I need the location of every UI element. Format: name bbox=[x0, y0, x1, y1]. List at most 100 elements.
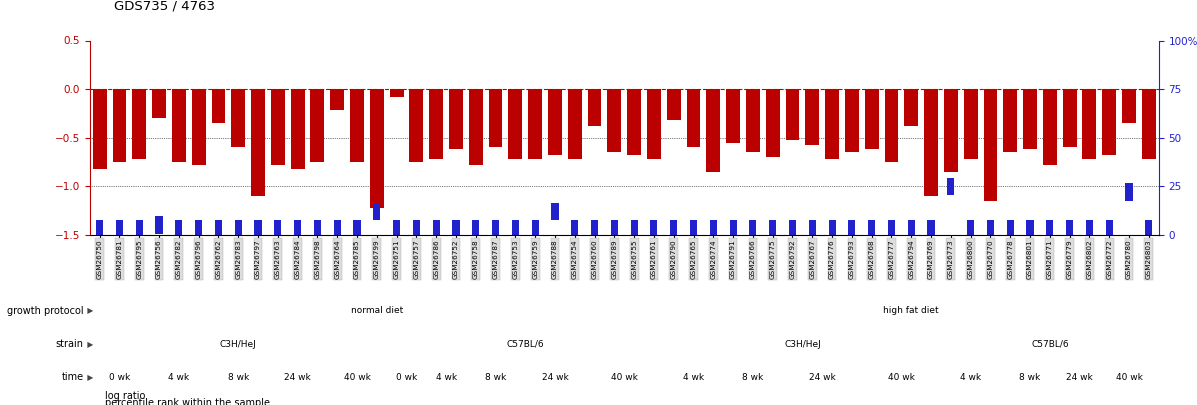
Bar bbox=[294, 220, 302, 238]
Bar bbox=[947, 177, 954, 195]
Bar bbox=[1027, 220, 1033, 238]
Text: log ratio: log ratio bbox=[105, 391, 146, 401]
Bar bbox=[984, 89, 997, 201]
Bar bbox=[571, 220, 578, 238]
Bar bbox=[627, 89, 642, 155]
Bar bbox=[904, 89, 918, 126]
Bar bbox=[864, 89, 879, 149]
Bar bbox=[588, 89, 601, 126]
Bar bbox=[192, 89, 206, 165]
Text: C3H/HeJ: C3H/HeJ bbox=[784, 339, 821, 349]
Bar bbox=[746, 89, 760, 152]
Bar bbox=[509, 89, 522, 159]
Bar bbox=[469, 89, 482, 165]
Bar bbox=[449, 89, 463, 149]
Bar bbox=[907, 220, 915, 238]
Bar bbox=[785, 89, 800, 140]
Bar bbox=[1086, 220, 1093, 238]
Bar bbox=[729, 220, 736, 238]
Text: 4 wk: 4 wk bbox=[169, 373, 189, 382]
Bar bbox=[924, 89, 938, 196]
Bar bbox=[667, 89, 681, 120]
Bar bbox=[353, 220, 360, 238]
Bar bbox=[1063, 89, 1076, 147]
Bar bbox=[1007, 220, 1014, 238]
Bar bbox=[1003, 89, 1017, 152]
Bar bbox=[370, 89, 384, 208]
Bar bbox=[350, 89, 364, 162]
Bar bbox=[231, 89, 245, 147]
Text: 4 wk: 4 wk bbox=[960, 373, 982, 382]
Bar bbox=[888, 220, 895, 238]
Bar bbox=[770, 220, 777, 238]
Text: 40 wk: 40 wk bbox=[1116, 373, 1142, 382]
Bar bbox=[727, 89, 740, 143]
Bar bbox=[113, 89, 127, 162]
Bar bbox=[492, 220, 499, 238]
Bar bbox=[825, 89, 839, 159]
Text: 8 wk: 8 wk bbox=[1020, 373, 1040, 382]
Bar bbox=[828, 220, 836, 238]
Bar bbox=[195, 220, 202, 238]
Text: ▶: ▶ bbox=[85, 373, 93, 382]
Text: 8 wk: 8 wk bbox=[485, 373, 506, 382]
Text: 0 wk: 0 wk bbox=[109, 373, 130, 382]
Bar bbox=[687, 89, 700, 147]
Text: ▶: ▶ bbox=[85, 307, 93, 315]
Bar bbox=[806, 89, 819, 145]
Bar bbox=[986, 220, 994, 238]
Bar bbox=[135, 220, 142, 238]
Bar bbox=[885, 89, 899, 162]
Text: 40 wk: 40 wk bbox=[344, 373, 370, 382]
Text: 40 wk: 40 wk bbox=[888, 373, 915, 382]
Text: growth protocol: growth protocol bbox=[7, 306, 84, 316]
Bar bbox=[409, 89, 424, 162]
Bar bbox=[1067, 220, 1074, 238]
Bar bbox=[845, 89, 858, 152]
Bar bbox=[156, 216, 163, 234]
Bar bbox=[330, 89, 345, 111]
Bar bbox=[809, 220, 816, 238]
Bar bbox=[648, 89, 661, 159]
Bar bbox=[133, 89, 146, 159]
Text: high fat diet: high fat diet bbox=[883, 307, 940, 315]
Bar bbox=[175, 220, 182, 238]
Text: C57BL/6: C57BL/6 bbox=[506, 339, 545, 349]
Text: GDS735 / 4763: GDS735 / 4763 bbox=[114, 0, 214, 12]
Bar bbox=[212, 89, 225, 123]
Bar bbox=[235, 220, 242, 238]
Text: time: time bbox=[62, 372, 84, 382]
Bar bbox=[928, 220, 935, 238]
Bar bbox=[552, 203, 559, 220]
Text: strain: strain bbox=[56, 339, 84, 349]
Bar bbox=[710, 220, 717, 238]
Bar bbox=[152, 89, 166, 118]
Bar bbox=[1082, 89, 1096, 159]
Bar bbox=[314, 220, 321, 238]
Bar bbox=[689, 220, 697, 238]
Bar bbox=[789, 220, 796, 238]
Text: percentile rank within the sample: percentile rank within the sample bbox=[105, 398, 271, 405]
Bar bbox=[631, 220, 638, 238]
Bar bbox=[967, 220, 974, 238]
Bar bbox=[92, 89, 107, 169]
Text: 4 wk: 4 wk bbox=[436, 373, 456, 382]
Bar bbox=[274, 220, 281, 238]
Bar bbox=[766, 89, 779, 157]
Text: normal diet: normal diet bbox=[351, 307, 403, 315]
Bar bbox=[310, 89, 324, 162]
Bar bbox=[488, 89, 503, 147]
Bar bbox=[650, 220, 657, 238]
Bar bbox=[96, 220, 103, 238]
Bar bbox=[944, 89, 958, 172]
Bar bbox=[849, 220, 856, 238]
Bar bbox=[1122, 89, 1136, 123]
Text: ▶: ▶ bbox=[85, 339, 93, 349]
Text: 24 wk: 24 wk bbox=[284, 373, 311, 382]
Bar bbox=[670, 220, 678, 238]
Bar bbox=[255, 220, 262, 238]
Bar bbox=[1046, 220, 1053, 238]
Bar bbox=[472, 220, 479, 238]
Text: 40 wk: 40 wk bbox=[610, 373, 638, 382]
Bar bbox=[116, 220, 123, 238]
